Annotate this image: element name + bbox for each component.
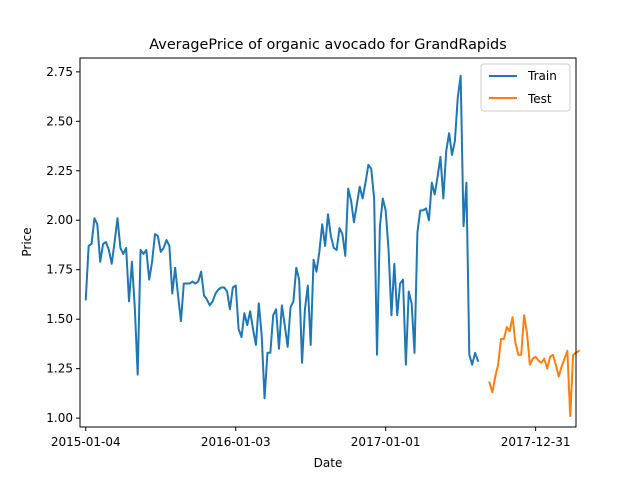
chart-title: AveragePrice of organic avocado for Gran… — [149, 37, 506, 53]
y-tick-label: 2.75 — [46, 65, 73, 79]
y-axis: 1.00 1.25 1.50 1.75 2.00 2.25 2.50 2.75 — [46, 65, 80, 425]
y-tick-label: 2.50 — [46, 114, 73, 128]
x-tick-label: 2016-01-03 — [201, 435, 271, 449]
y-axis-label: Price — [20, 227, 34, 256]
series-line-test — [488, 314, 581, 418]
plot-content — [84, 74, 581, 418]
legend-label-train: Train — [527, 69, 557, 83]
series-line-train — [84, 74, 480, 400]
legend-label-test: Test — [527, 92, 552, 106]
y-tick-label: 1.75 — [46, 263, 73, 277]
x-tick-label: 2017-01-01 — [351, 435, 421, 449]
y-tick-label: 2.25 — [46, 164, 73, 178]
x-axis-label: Date — [314, 456, 343, 470]
x-tick-label: 2017-12-31 — [501, 435, 571, 449]
y-tick-label: 1.00 — [46, 411, 73, 425]
y-tick-label: 1.50 — [46, 312, 73, 326]
x-axis: 2015-01-04 2016-01-03 2017-01-01 2017-12-31 — [51, 427, 571, 449]
plot-frame — [79, 57, 577, 428]
y-tick-label: 1.25 — [46, 362, 73, 376]
legend: Train Test — [480, 63, 571, 112]
y-tick-label: 2.00 — [46, 213, 73, 227]
x-tick-label: 2015-01-04 — [51, 435, 121, 449]
